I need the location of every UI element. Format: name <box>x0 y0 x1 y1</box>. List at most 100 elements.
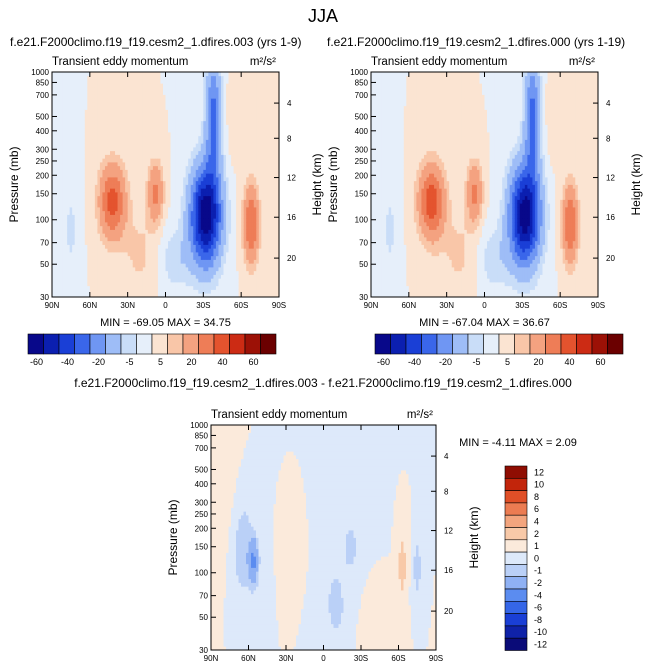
heatmap-cell <box>87 143 91 148</box>
heatmap-cell <box>236 113 240 118</box>
heatmap-cell <box>173 120 176 125</box>
heatmap-cell <box>97 79 101 84</box>
heatmap-cell <box>198 285 202 290</box>
heatmap-cell <box>193 94 197 99</box>
heatmap-cell <box>190 210 194 215</box>
heatmap-cell <box>241 282 245 287</box>
heatmap-cell <box>145 188 149 193</box>
heatmap-cell <box>57 83 60 88</box>
heatmap-cell <box>258 113 262 118</box>
heatmap-cell <box>89 233 93 238</box>
heatmap-cell <box>190 154 194 159</box>
heatmap-cell <box>233 102 237 107</box>
heatmap-cell <box>170 222 174 227</box>
heatmap-cell <box>218 263 222 268</box>
heatmap-cell <box>251 210 255 215</box>
heatmap-cell <box>135 218 139 223</box>
heatmap-cell <box>67 210 71 215</box>
heatmap-cell <box>180 237 184 242</box>
heatmap-cell <box>208 203 212 208</box>
heatmap-cell <box>200 173 204 178</box>
heatmap-cell <box>238 207 242 212</box>
heatmap-cell <box>135 117 139 122</box>
heatmap-cell <box>69 222 73 227</box>
heatmap-cell <box>147 188 151 193</box>
heatmap-cell <box>248 154 252 159</box>
heatmap-cell <box>157 79 161 84</box>
heatmap-cell <box>102 285 106 290</box>
heatmap-cell <box>168 237 171 242</box>
heatmap-cell <box>87 105 91 110</box>
heatmap-cell <box>120 278 124 283</box>
heatmap-cell <box>203 98 207 103</box>
heatmap-cell <box>220 135 224 140</box>
heatmap-cell <box>110 72 113 77</box>
heatmap-cell <box>72 158 76 163</box>
heatmap-cell <box>72 285 76 290</box>
heatmap-cell <box>175 75 179 80</box>
heatmap-cell <box>132 105 136 110</box>
heatmap-cell <box>238 143 242 148</box>
heatmap-cell <box>231 117 234 122</box>
heatmap-cell <box>77 240 81 245</box>
heatmap-cell <box>120 83 124 88</box>
heatmap-cell <box>228 117 232 122</box>
heatmap-cell <box>208 229 212 234</box>
heatmap-cell <box>142 124 146 129</box>
heatmap-cell <box>74 293 78 298</box>
heatmap-cell <box>94 109 98 114</box>
heatmap-cell <box>117 252 121 257</box>
heatmap-cell <box>107 139 111 144</box>
heatmap-cell <box>210 199 214 204</box>
heatmap-cell <box>162 233 166 238</box>
heatmap-cell <box>218 87 222 92</box>
heatmap-cell <box>94 180 98 185</box>
heatmap-cell <box>87 132 91 137</box>
heatmap-cell <box>97 244 101 249</box>
heatmap-cell <box>69 270 73 275</box>
heatmap-cell <box>107 98 111 103</box>
heatmap-cell <box>127 158 131 163</box>
heatmap-cell <box>220 259 224 264</box>
heatmap-cell <box>178 199 182 204</box>
heatmap-cell <box>84 132 88 137</box>
heatmap-cell <box>178 240 182 245</box>
heatmap-cell <box>147 90 151 95</box>
heatmap-cell <box>168 255 171 260</box>
heatmap-cell <box>188 94 192 99</box>
heatmap-cell <box>137 150 141 155</box>
heatmap-cell <box>203 180 207 185</box>
heatmap-cell <box>157 285 161 290</box>
heatmap-cell <box>59 154 63 159</box>
heatmap-cell <box>52 229 55 234</box>
heatmap-cell <box>215 252 219 257</box>
heatmap-cell <box>67 214 71 219</box>
heatmap-cell <box>195 229 199 234</box>
heatmap-cell <box>190 229 194 234</box>
heatmap-cell <box>173 267 176 272</box>
heatmap-cell <box>180 83 184 88</box>
heatmap-cell <box>198 165 202 170</box>
heatmap-cell <box>110 173 113 178</box>
heatmap-cell <box>243 94 247 99</box>
heatmap-cell <box>200 259 204 264</box>
heatmap-cell <box>84 184 88 189</box>
heatmap-cell <box>152 192 156 197</box>
heatmap-cell <box>256 154 260 159</box>
heatmap-cell <box>57 72 60 77</box>
heatmap-cell <box>203 120 207 125</box>
heatmap-cell <box>226 87 229 92</box>
heatmap-cell <box>251 214 255 219</box>
heatmap-cell <box>168 218 171 223</box>
heatmap-cell <box>125 128 129 133</box>
heatmap-cell <box>152 120 156 125</box>
heatmap-cell <box>246 214 250 219</box>
heatmap-cell <box>203 75 207 80</box>
heatmap-cell <box>190 199 194 204</box>
heatmap-cell <box>226 113 229 118</box>
heatmap-cell <box>218 169 222 174</box>
heatmap-cell <box>241 117 245 122</box>
heatmap-cell <box>115 72 118 77</box>
heatmap-cell <box>107 150 111 155</box>
heatmap-cell <box>165 199 169 204</box>
